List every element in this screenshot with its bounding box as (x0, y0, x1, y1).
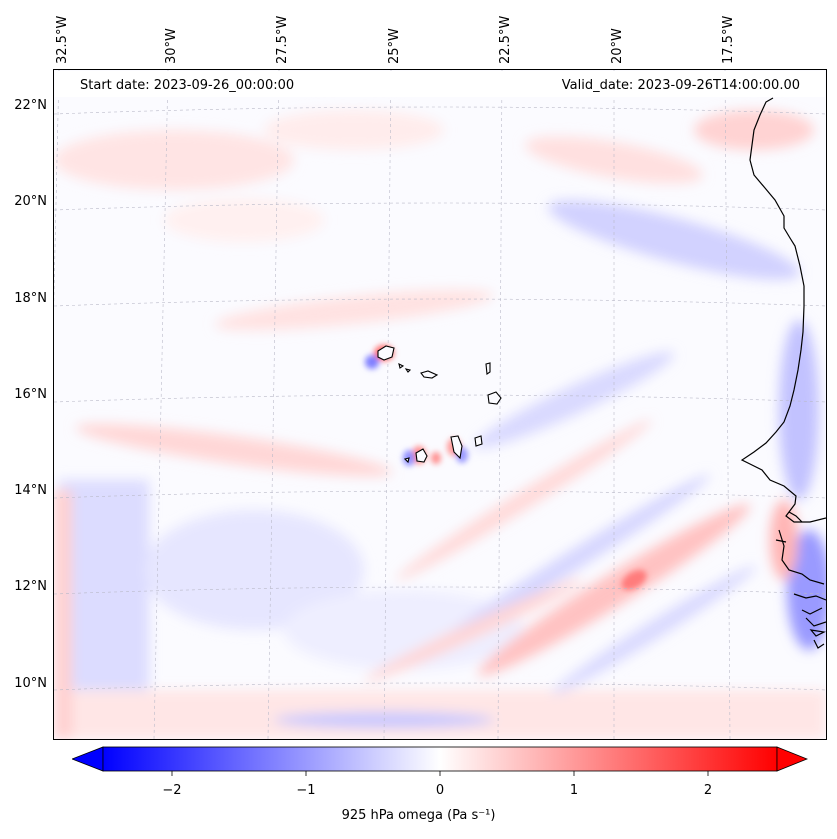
lon-label-32-5w: 32.5°W (55, 15, 70, 64)
omega-contours (54, 110, 826, 739)
lon-label-20w: 20°W (610, 28, 625, 64)
lat-label-10n: 10°N (14, 676, 47, 691)
omega-field (54, 70, 826, 739)
lon-label-22-5w: 22.5°W (498, 15, 513, 64)
header-band (55, 71, 825, 97)
colorbar-tick-neg2: −2 (162, 783, 182, 798)
lon-label-17-5w: 17.5°W (721, 15, 736, 64)
lat-label-20n: 20°N (14, 194, 47, 209)
lon-label-27-5w: 27.5°W (275, 15, 290, 64)
graticule (54, 70, 826, 739)
lon-label-30w: 30°W (164, 28, 179, 64)
lat-label-14n: 14°N (14, 483, 47, 498)
colorbar-tick-neg1: −1 (296, 783, 316, 798)
colorbar-extend-low (72, 746, 104, 772)
colorbar-tick-1: 1 (569, 783, 579, 798)
omega-map: Start date: 2023-09-26_00:00:00 Valid_da… (53, 69, 827, 740)
valid-date-label: Valid_date: 2023-09-26T14:00:00.00 (561, 78, 800, 93)
lat-label-22n: 22°N (14, 98, 47, 113)
colorbar (72, 746, 808, 776)
lon-label-25w: 25°W (387, 28, 402, 64)
colorbar-tick-marks (171, 771, 709, 776)
colorbar-tick-2: 2 (703, 783, 713, 798)
lat-label-12n: 12°N (14, 579, 47, 594)
colorbar-tick-0: 0 (435, 783, 445, 798)
cape-verde-islands (377, 345, 502, 464)
colorbar-body (102, 746, 778, 772)
lat-label-16n: 16°N (14, 387, 47, 402)
start-date-label: Start date: 2023-09-26_00:00:00 (80, 78, 295, 93)
colorbar-extend-high (776, 746, 808, 772)
african-coastline (740, 97, 826, 649)
lat-label-18n: 18°N (14, 291, 47, 306)
colorbar-label: 925 hPa omega (Pa s⁻¹) (341, 808, 496, 823)
